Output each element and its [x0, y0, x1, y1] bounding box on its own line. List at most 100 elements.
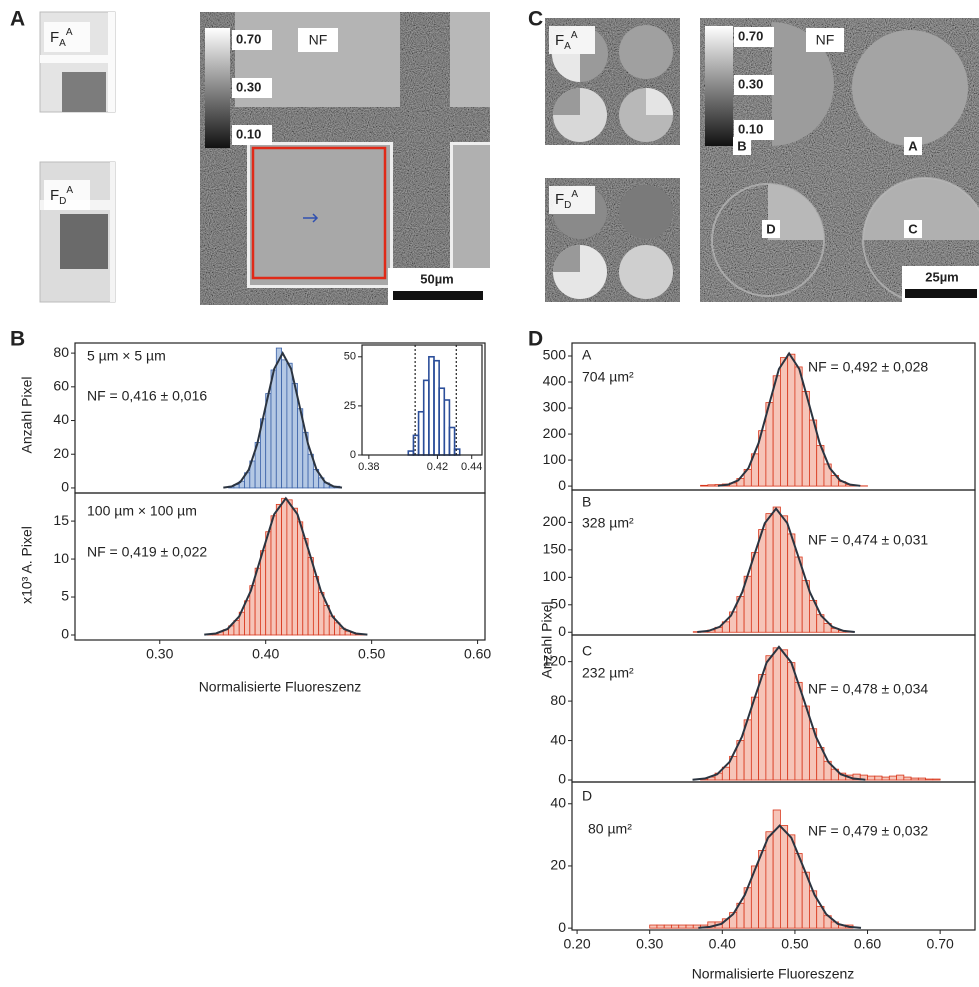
histogram-bar	[773, 376, 780, 486]
y-tick-label: 100	[543, 451, 567, 467]
image-label: NF	[309, 32, 328, 48]
histogram-bar	[313, 577, 318, 635]
histogram-bar	[788, 835, 795, 928]
image-label: NF	[816, 32, 835, 48]
label-base: F	[555, 191, 564, 208]
histogram-bar	[780, 358, 787, 487]
annotation: 704 µm²	[582, 369, 634, 385]
histogram-bar	[308, 558, 313, 635]
histogram-bar	[657, 925, 664, 928]
y-tick-label: 50	[550, 595, 566, 611]
y-tick-label: 80	[550, 692, 566, 708]
panel-label: C	[528, 8, 543, 31]
colorbar-label: 0.30	[738, 76, 763, 91]
histogram-bar	[271, 516, 276, 635]
x-tick-label: 0.40	[709, 936, 736, 952]
y-tick-label: 500	[543, 347, 567, 363]
histogram-bar	[795, 367, 802, 486]
histogram-bar	[795, 854, 802, 929]
histogram-bar	[282, 498, 287, 635]
y-tick-label: 20	[53, 445, 69, 461]
histogram-bar	[701, 485, 708, 486]
histogram-bar	[882, 777, 889, 780]
label-sup: A	[66, 27, 73, 38]
histogram-bar	[292, 508, 297, 635]
x-tick-label: 0.60	[464, 646, 491, 662]
panel-label: D	[528, 328, 543, 351]
y-tick-label: 80	[53, 344, 69, 360]
micrograph: 0.70 0.30 0.10 NF 50µm	[200, 12, 490, 305]
region-label: C	[908, 221, 918, 236]
annotation: 5 µm × 5 µm	[87, 348, 166, 364]
annotation: D	[582, 788, 592, 804]
x-tick-label: 0.20	[563, 936, 590, 952]
x-tick-label: 0.60	[854, 936, 881, 952]
colorbar-label: 0.30	[236, 79, 261, 94]
label-sup: A	[571, 30, 578, 41]
histogram-bar	[897, 775, 904, 780]
histogram-bar	[780, 516, 787, 632]
histogram-bar	[276, 504, 281, 635]
histogram-bar	[292, 383, 297, 487]
annotation: 232 µm²	[582, 665, 634, 681]
thumbnail: FAA	[40, 12, 115, 112]
label-sub: D	[564, 200, 571, 211]
y-tick-label: 200	[543, 513, 567, 529]
thumbnail: FAA	[545, 18, 680, 145]
annotation: C	[582, 643, 592, 659]
histogram-bar	[788, 534, 795, 632]
histogram-bar	[788, 663, 795, 780]
annotation: NF = 0,478 ± 0,034	[808, 681, 928, 697]
annotation: NF = 0,474 ± 0,031	[808, 532, 928, 548]
label-sup: A	[571, 189, 578, 200]
histogram-bar	[889, 776, 896, 780]
annotation: NF = 0,479 ± 0,032	[808, 823, 928, 839]
histogram-bar	[271, 370, 276, 488]
histogram-bar	[664, 925, 671, 928]
y-tick-label: 400	[543, 373, 567, 389]
histogram-bar	[686, 925, 693, 928]
histogram-bar	[708, 485, 715, 486]
histogram-bar	[266, 394, 271, 488]
y-tick-label: 0	[558, 477, 566, 493]
y-tick-label: 5	[61, 588, 69, 604]
histogram-bar	[773, 648, 780, 780]
region-label: A	[908, 138, 918, 153]
y-axis-label: Anzahl Pixel	[19, 376, 35, 453]
micrograph: 0.70 0.30 0.10 NF B A D C 25µm	[700, 18, 979, 302]
label-base: F	[50, 187, 59, 204]
y-axis-label: x10³ A. Pixel	[19, 526, 35, 604]
inset-background	[362, 345, 482, 455]
region-label: B	[737, 138, 746, 153]
label-base: F	[50, 29, 59, 46]
histogram-bar	[802, 706, 809, 780]
histogram-bar	[650, 925, 657, 928]
annotation: 100 µm × 100 µm	[87, 503, 197, 519]
x-tick-label: 0.30	[146, 646, 173, 662]
histogram-bar	[276, 348, 281, 488]
region-label: D	[766, 221, 775, 236]
y-tick-label: 40	[550, 731, 566, 747]
annotation: NF = 0,492 ± 0,028	[808, 359, 928, 375]
y-tick-label: 200	[543, 425, 567, 441]
annotation: 328 µm²	[582, 515, 634, 531]
colorbar-label: 0.70	[738, 28, 763, 43]
label-sub: D	[59, 196, 66, 207]
histogram-bar	[303, 539, 308, 635]
scale-bar-label: 50µm	[420, 271, 454, 286]
x-tick-label: 0.30	[636, 936, 663, 952]
histogram-bar	[911, 778, 918, 780]
x-tick-label: 0.42	[427, 461, 448, 473]
histogram-bar	[875, 776, 882, 780]
x-tick-label: 0.50	[358, 646, 385, 662]
histogram-bar	[287, 363, 292, 488]
histogram-bar	[802, 391, 809, 486]
panel-label: B	[10, 328, 25, 351]
histogram-bar	[926, 779, 933, 780]
y-tick-label: 150	[543, 541, 567, 557]
histogram-bar	[282, 360, 287, 488]
annotation: A	[582, 347, 592, 363]
histogram-bar	[766, 832, 773, 928]
colorbar-label: 0.70	[236, 31, 261, 46]
histogram-bar	[766, 514, 773, 633]
